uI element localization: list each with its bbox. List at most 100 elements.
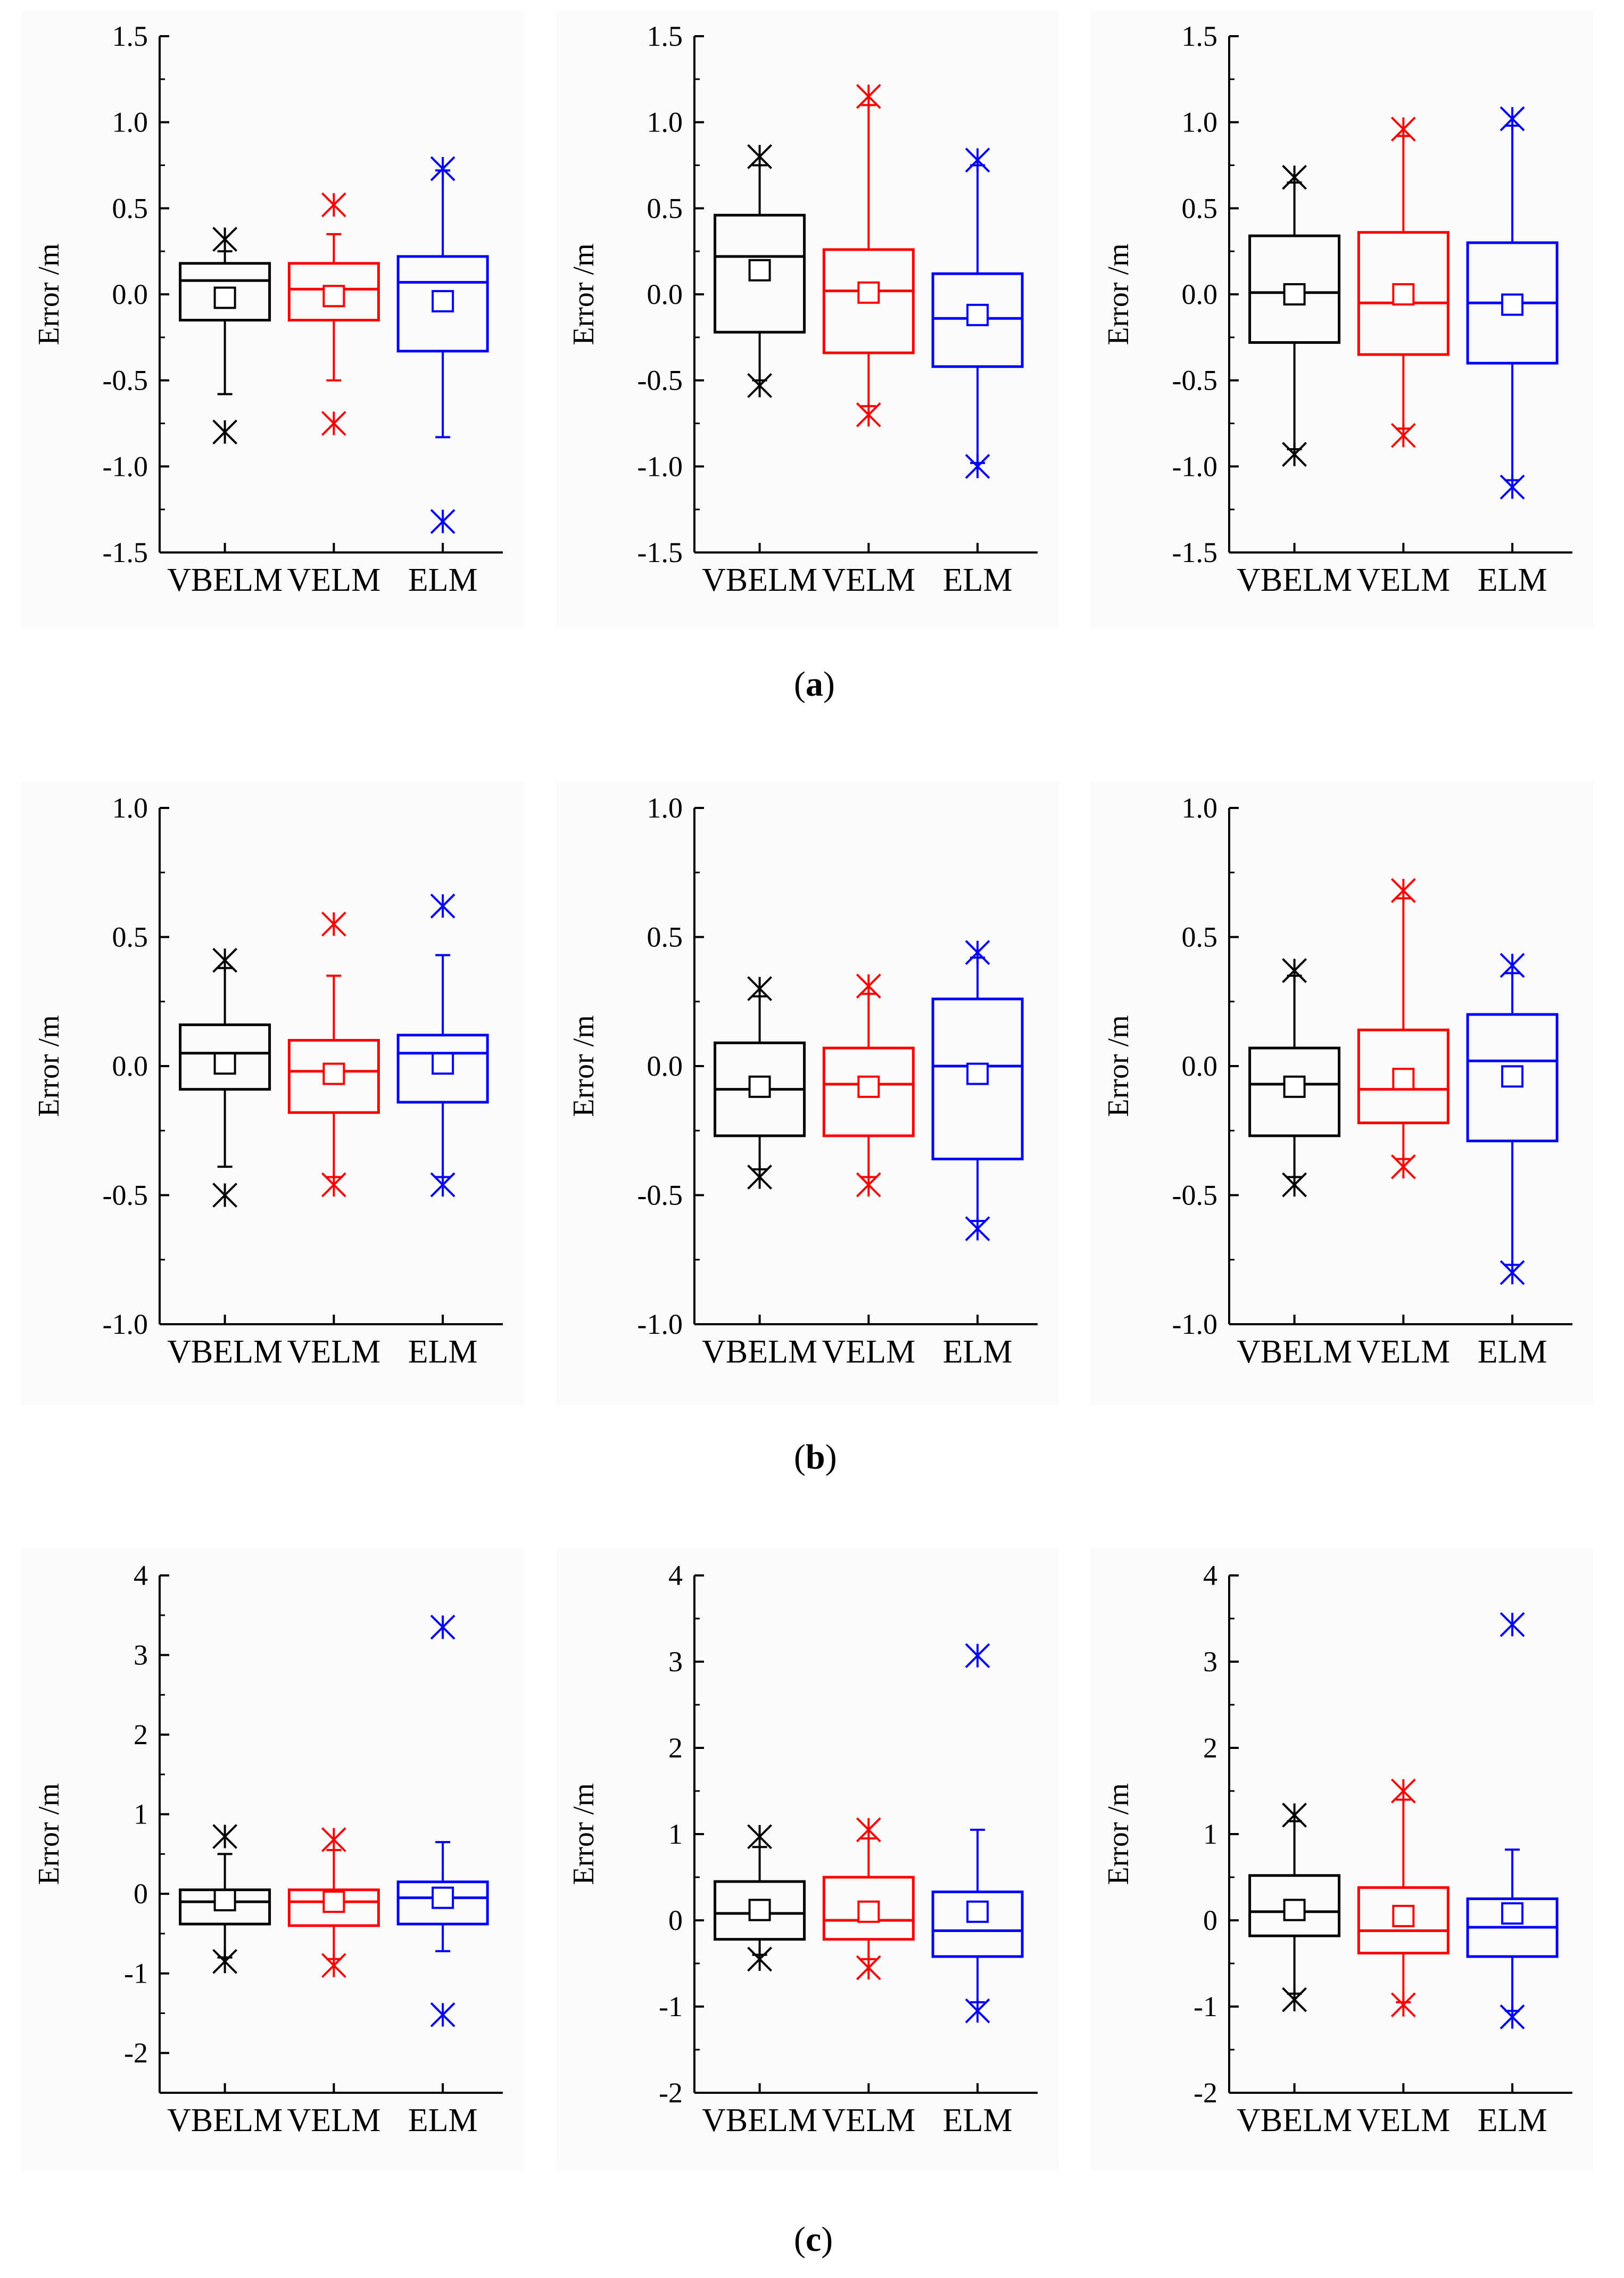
box-elm: ELM [1466,953,1559,1370]
iqr-box [714,1880,806,1941]
x-category-label: ELM [943,562,1013,598]
y-tick-label: -1.5 [1172,537,1217,568]
iqr-box [396,1880,489,1926]
iqr-box [714,213,806,334]
caption-c-label: c [805,2220,822,2259]
y-axis-title: Error /m [1102,1783,1135,1885]
y-tick-label: -1.5 [103,537,148,568]
iqr-box [822,1046,915,1137]
iqr-box [931,272,1024,368]
y-tick-label: 1.0 [647,792,683,824]
x-category-label: VBELM [167,1334,283,1370]
y-tick-label: 0.5 [1182,921,1218,953]
x-category-label: VELM [822,1334,916,1370]
min-marker [321,1172,346,1198]
iqr-box [822,1876,915,1941]
box-elm: ELM [931,940,1024,1370]
min-marker [430,1172,455,1198]
iqr-box [179,262,271,321]
y-tick-label: 0.5 [112,921,148,953]
mean-marker [1501,1902,1524,1925]
box-velm: VELM [287,911,380,1370]
x-category-label: VELM [287,562,381,598]
min-marker [1499,2004,1525,2029]
y-axis-title: Error /m [32,1015,65,1117]
mean-marker [322,285,345,308]
y-tick-label: -0.5 [1172,365,1217,397]
x-category-label: VBELM [1237,2102,1352,2139]
iqr-box [1357,1028,1449,1125]
y-tick-label: -1 [124,1958,148,1990]
y-tick-label: -2 [124,2037,148,2069]
y-tick-label: 0.0 [112,1050,148,1082]
y-tick-label: 0.5 [647,192,683,224]
y-tick-label: 0 [668,1904,683,1936]
mean-marker [1392,283,1415,306]
mean-marker [857,1900,880,1923]
y-tick-label: 1.5 [112,20,148,52]
y-tick-label: -2 [1194,2077,1217,2109]
max-marker [212,227,238,252]
iqr-box [822,248,915,354]
x-category-label: VELM [1357,562,1451,598]
iqr-box [1248,234,1341,344]
y-tick-label: 0.0 [647,1050,683,1082]
max-marker [856,84,881,109]
y-tick-label: 3 [668,1646,683,1678]
y-tick-label: 0.0 [1182,278,1218,310]
panel-a-1: -1.5 -1.0 -0.5 0.0 0.5 1.0 1.5 Error /m VBELM VEL… [21,11,524,628]
box-vbelm: VBELM [1237,958,1352,1370]
x-category-label: VBELM [702,1334,817,1370]
box-velm: VELM [1357,1778,1451,2139]
y-tick-label: 0.5 [112,192,148,224]
iqr-box [396,1034,489,1104]
y-tick-label: -1.5 [637,537,683,568]
y-tick-label: -0.5 [1172,1179,1217,1211]
y-axis-title: Error /m [1102,1015,1135,1117]
x-category-label: VBELM [167,562,283,598]
box-elm: ELM [931,147,1024,598]
y-tick-label: 1 [1203,1818,1217,1850]
y-tick-label: -0.5 [637,365,683,397]
min-marker [212,1183,238,1208]
max-marker [430,893,455,919]
panel-background [21,11,524,628]
max-marker [747,1824,773,1850]
iqr-box [931,1891,1024,1958]
y-axis-title: Error /m [32,243,65,345]
mean-marker [432,1052,454,1075]
iqr-box [179,1023,271,1091]
y-tick-label: 1 [668,1818,683,1850]
y-tick-label: -0.5 [103,1179,148,1211]
y-tick-label: -0.5 [637,1179,683,1211]
max-marker [321,1827,346,1852]
max-marker [212,947,238,973]
box-velm: VELM [822,84,915,598]
y-tick-label: 0 [1203,1904,1217,1936]
max-marker [321,192,346,218]
y-tick-label: 0.0 [647,278,683,310]
box-elm: ELM [396,893,489,1370]
y-tick-label: 1.0 [1182,106,1218,138]
y-tick-label: 4 [1203,1559,1217,1591]
min-marker [747,1165,773,1190]
panel-background [556,781,1059,1405]
x-category-label: VBELM [702,2102,817,2139]
x-category-label: ELM [943,2102,1013,2139]
panel-background [1091,11,1594,628]
mean-marker [1283,1899,1306,1921]
mean-marker [213,1889,236,1912]
max-marker [1390,1778,1416,1804]
x-category-label: VELM [1357,2102,1451,2139]
mean-marker [322,1062,345,1085]
mean-marker [1501,1065,1524,1088]
y-tick-label: -2 [659,2077,683,2109]
min-marker [1499,1260,1525,1285]
box-vbelm: VBELM [702,1824,817,2139]
x-category-label: VBELM [1237,1334,1352,1370]
mean-marker [748,259,771,282]
caption-a: (a) [794,665,835,704]
y-tick-label: -1.0 [637,1308,683,1340]
y-tick-label: -1 [659,1991,683,2023]
